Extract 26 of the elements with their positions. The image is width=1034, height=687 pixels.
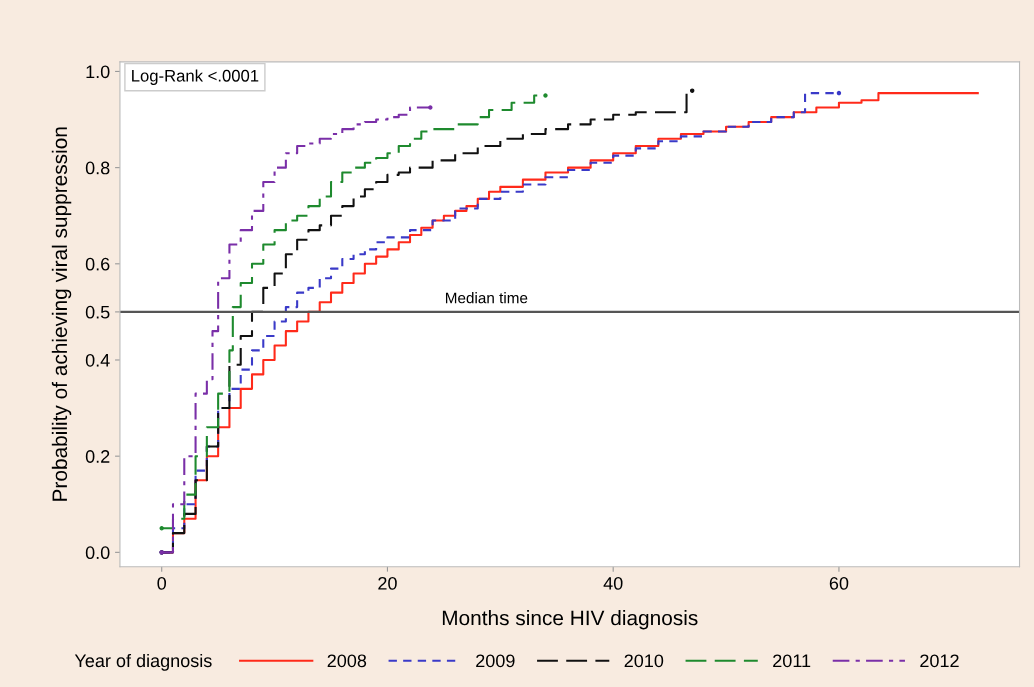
y-tick-label: 0.4 [85, 353, 110, 367]
point [543, 93, 548, 98]
point [428, 105, 433, 110]
x-tick-label: 60 [829, 576, 849, 590]
y-tick-label: 0.2 [85, 450, 110, 463]
x-tick-label: 0 [157, 576, 167, 590]
legend-label: 2011 [773, 654, 811, 668]
legend-label: 2009 [476, 654, 515, 668]
point [159, 526, 164, 531]
point [836, 90, 842, 96]
y-tick-label: 0.0 [85, 546, 110, 560]
y-tick-label: 0.6 [85, 257, 110, 271]
y-tick-label: 1.0 [86, 65, 110, 79]
y-tick-label: 0.5 [85, 305, 110, 319]
x-tick-label: 40 [603, 576, 623, 590]
legend-title: Year of diagnosis [74, 653, 212, 671]
x-tick-label: 20 [378, 576, 397, 590]
legend-label: 2008 [327, 654, 367, 668]
ref-line-label: Median time [445, 292, 528, 304]
point [689, 88, 695, 93]
y-tick-label: 0.8 [85, 161, 110, 175]
legend-label: 2012 [920, 654, 959, 668]
legend-label: 2010 [624, 654, 664, 668]
annotation: Log-Rank <.0001 [132, 69, 259, 85]
x-axis-title: Months since HIV diagnosis [442, 610, 698, 630]
y-axis-title: Probability of achieving viral suppression [51, 127, 72, 501]
